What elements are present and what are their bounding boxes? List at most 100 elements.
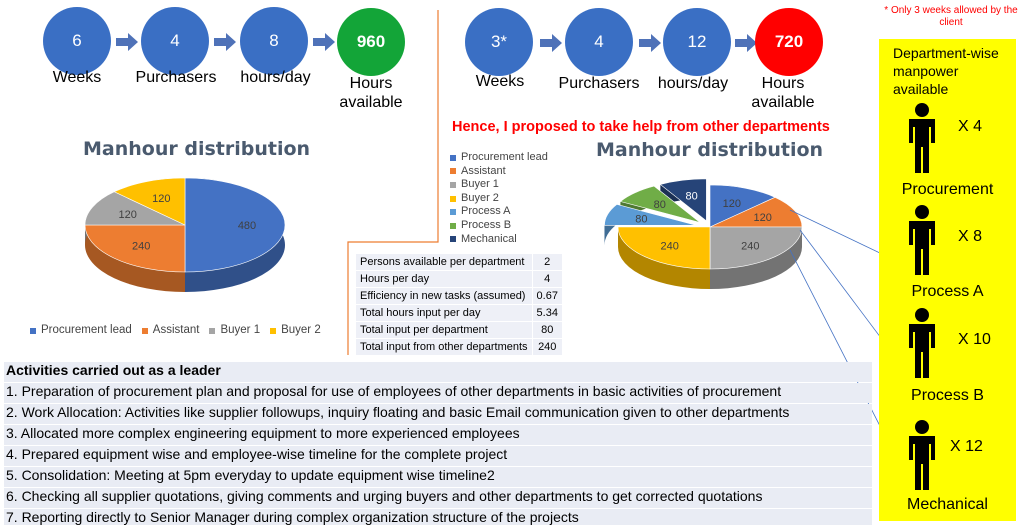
left-purchasers-value: 4 (170, 31, 180, 50)
legend-swatch (450, 209, 456, 216)
right-hours-circle: 12 (663, 8, 731, 76)
legend-swatch (450, 154, 456, 161)
right-purchasers-label: Purchasers (558, 75, 640, 92)
right-chart-title: Manhour distribution (596, 139, 824, 161)
arrow-right-icon (540, 34, 562, 52)
pie-data-label: 240 (741, 240, 759, 252)
legend-label: Buyer 1 (461, 178, 499, 191)
pie-data-label: 120 (723, 198, 741, 210)
section-divider (347, 10, 439, 355)
pie-slice (659, 178, 707, 222)
person-icon (909, 308, 935, 378)
client-note: * Only 3 weeks allowed by the client (884, 5, 1018, 28)
process-a-count: X 8 (958, 228, 983, 245)
table-row: Total input from other departments 240 (355, 338, 563, 356)
right-pie-chart: 120 120 240 240 80 80 80 (604, 178, 803, 289)
pie-data-label: 80 (654, 199, 666, 211)
table-cell-label: Persons available per department (355, 253, 533, 271)
list-item: 4. Prepared equipment wise and employee-… (4, 446, 872, 466)
legend-item: Buyer 1 (209, 324, 260, 338)
left-weeks-label: Weeks (52, 69, 102, 86)
arrow-right-icon (735, 34, 757, 52)
process-b-count: X 10 (958, 331, 991, 348)
table-row: Total hours input per day 5.34 (355, 304, 563, 322)
pie-slice-side (710, 227, 802, 289)
legend-label: Procurement lead (461, 151, 548, 163)
pie-slice (709, 226, 803, 270)
left-pie-chart: 480 240 120 120 (84, 177, 286, 292)
left-hours-value: 8 (269, 31, 279, 50)
table-cell-label: Total hours input per day (355, 304, 533, 322)
process-b-label: Process B (911, 387, 984, 404)
legend-label: Assistant (461, 164, 506, 177)
right-weeks-value: 3* (490, 32, 508, 51)
left-total-label: Hours available (339, 75, 403, 111)
legend-item: Assistant (450, 165, 548, 179)
pie-slice-side (618, 227, 710, 289)
right-hours-label: hours/day (657, 75, 729, 92)
table-cell-label: Hours per day (355, 270, 533, 288)
legend-swatch (30, 327, 36, 334)
pie-slice (709, 196, 803, 228)
list-item: 6. Checking all supplier quotations, giv… (4, 488, 872, 508)
table-row: Efficiency in new tasks (assumed) 0.67 (355, 287, 563, 305)
pie-slice (604, 204, 697, 226)
arrow-right-icon (214, 33, 236, 51)
legend-swatch (450, 222, 456, 229)
activities-heading: Activities carried out as a leader (4, 362, 872, 382)
right-total-value: 720 (774, 32, 804, 51)
legend-swatch (141, 327, 148, 334)
person-icon (909, 420, 935, 490)
left-total-circle: 960 (337, 8, 405, 76)
table-cell-label: Total input from other departments (355, 338, 533, 356)
person-icon (909, 205, 935, 275)
pie-slice (184, 177, 286, 273)
table-cell-value: 240 (531, 338, 563, 356)
procurement-count: X 4 (958, 118, 983, 135)
legend-swatch (450, 181, 456, 188)
table-cell-value: 80 (531, 321, 563, 339)
person-icon (909, 103, 935, 173)
table-cell-label: Total input per department (355, 321, 533, 339)
right-hours-value: 12 (687, 32, 707, 51)
right-weeks-circle: 3* (465, 8, 533, 76)
pie-data-label: 120 (152, 193, 170, 205)
left-hours-label: hours/day (240, 69, 311, 86)
legend-label: Buyer 1 (220, 324, 261, 336)
info-table: Persons available per department 2 Hours … (355, 253, 563, 356)
right-total-circle: 720 (755, 8, 823, 76)
legend-label: Procurement lead (41, 324, 132, 336)
legend-label: Buyer 2 (281, 324, 321, 336)
legend-label: Assistant (152, 324, 200, 336)
pie-data-label: 240 (132, 241, 150, 253)
left-purchasers-label: Purchasers (135, 69, 217, 86)
arrow-right-icon (313, 33, 335, 51)
legend-item: Buyer 2 (450, 192, 548, 206)
legend-item: Procurement lead (30, 324, 132, 338)
right-purchasers-circle: 4 (565, 8, 633, 76)
activities-list: Activities carried out as a leader 1. Pr… (4, 362, 872, 525)
table-row: Total input per department 80 (355, 321, 563, 339)
legend-swatch (450, 236, 456, 243)
table-cell-value: 4 (531, 270, 563, 288)
legend-item: Process A (450, 205, 548, 219)
pie-slice (84, 191, 186, 226)
mechanical-label: Mechanical (907, 496, 988, 513)
list-item: 5. Consolidation: Meeting at 5pm everyda… (4, 467, 872, 487)
pie-data-label: 480 (238, 220, 256, 232)
pie-slice (709, 184, 776, 228)
left-weeks-circle: 6 (43, 7, 111, 75)
table-cell-label: Efficiency in new tasks (assumed) (355, 287, 533, 305)
legend-swatch (450, 168, 456, 175)
table-cell-value: 5.34 (531, 304, 563, 322)
left-chart-legend: Procurement lead Assistant Buyer 1 Buyer 2 (30, 324, 321, 338)
right-purchasers-value: 4 (594, 32, 604, 51)
arrow-right-icon (116, 33, 138, 51)
legend-item: Buyer 1 (450, 178, 548, 192)
left-purchasers-circle: 4 (141, 7, 209, 75)
pie-data-label: 120 (754, 212, 772, 224)
pie-data-label: 120 (119, 209, 137, 221)
pie-data-label: 240 (660, 240, 678, 252)
procurement-label: Procurement (901, 181, 994, 198)
